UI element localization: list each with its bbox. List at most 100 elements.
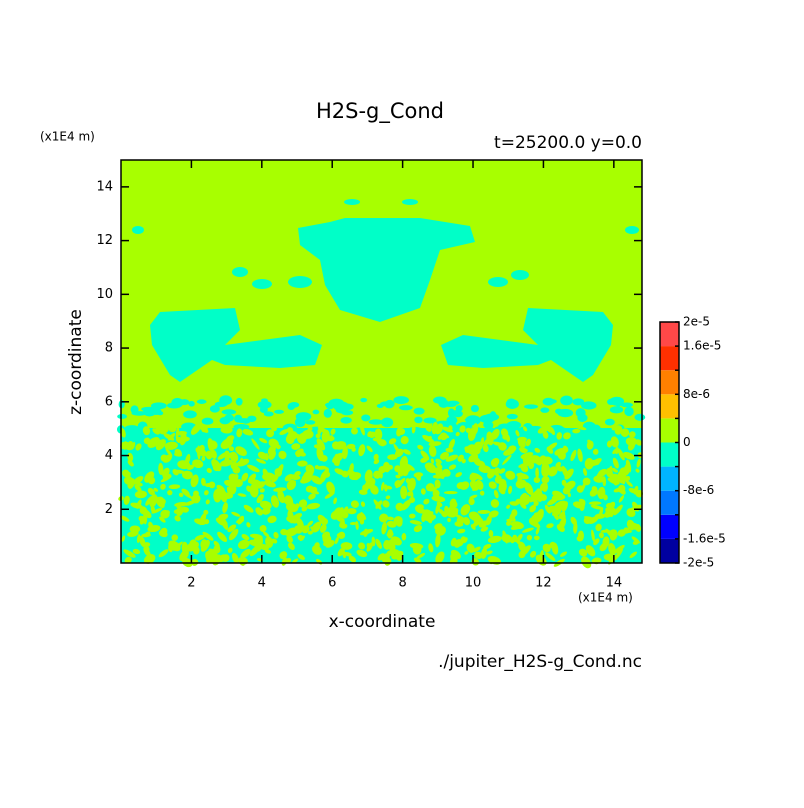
contour-region (401, 499, 412, 511)
contour-region (310, 475, 323, 485)
contour-region (381, 417, 394, 428)
contour-region (346, 443, 356, 450)
contour-region (541, 464, 551, 478)
contour-region (583, 467, 588, 476)
contour-region (286, 479, 297, 491)
contour-region (441, 308, 613, 382)
contour-region (249, 483, 259, 498)
contour-region (247, 464, 260, 473)
contour-region (446, 400, 460, 406)
contour-region (435, 533, 441, 548)
contour-region (547, 497, 558, 506)
contour-region (341, 403, 354, 411)
contour-region (464, 446, 469, 451)
contour-region (525, 438, 531, 447)
contour-region (400, 435, 409, 445)
contour-region (287, 542, 295, 550)
contour-region (120, 441, 130, 450)
contour-region (432, 473, 446, 479)
contour-region (356, 549, 368, 558)
contour-region (221, 409, 237, 415)
contour-region (312, 409, 320, 415)
contour-region (546, 523, 554, 529)
contour-region (287, 510, 294, 523)
contour-region (368, 419, 384, 425)
contour-region (611, 426, 616, 431)
plot-frame (120, 159, 643, 564)
contour-region (367, 431, 373, 438)
contour-region (188, 400, 195, 407)
colorbar-swatch (660, 394, 679, 419)
contour-region (379, 439, 387, 446)
contour-region (614, 548, 623, 560)
contour-region (132, 548, 141, 555)
chart-title: H2S-g_Cond (316, 99, 444, 124)
contour-region (556, 432, 563, 440)
contour-region (165, 448, 173, 457)
contour-region (288, 276, 312, 288)
contour-region (168, 484, 181, 490)
contour-region (360, 397, 368, 403)
colorbar-swatch (660, 370, 679, 395)
contour-region (417, 444, 424, 450)
contour-region (130, 502, 143, 509)
contour-region (485, 517, 492, 525)
contour-region (613, 544, 625, 554)
contour-region (325, 402, 335, 410)
contour-region (457, 528, 466, 534)
contour-region (460, 504, 471, 516)
contour-region (439, 432, 448, 441)
contour-region (517, 480, 524, 487)
contour-region (445, 454, 459, 462)
contour-region (508, 445, 517, 453)
contour-region (488, 510, 499, 518)
contour-region (488, 481, 497, 489)
contour-region (464, 417, 480, 422)
contour-region (440, 451, 449, 460)
contour-region (181, 488, 190, 496)
contour-region (190, 423, 202, 435)
contour-region (121, 535, 126, 542)
contour-region (443, 491, 458, 495)
contour-region (622, 429, 628, 436)
contour-region (237, 539, 250, 550)
contour-region (232, 267, 248, 277)
contour-region (448, 444, 454, 450)
contour-region (134, 490, 147, 499)
contour-region (609, 406, 624, 414)
contour-region (560, 513, 566, 521)
contour-region (279, 429, 289, 435)
contour-region (360, 511, 367, 520)
contour-region (122, 469, 130, 478)
contour-region (346, 508, 357, 515)
contour-region (222, 502, 228, 514)
contour-region (423, 498, 430, 505)
contour-region (479, 414, 495, 424)
contour-region (529, 550, 537, 558)
contour-region (274, 468, 283, 477)
contour-region (414, 504, 424, 512)
contour-region (257, 400, 272, 409)
y-tick-label: 2 (105, 502, 113, 517)
axes: 2 4 6 8 10 12 14 2 4 6 8 10 12 14 -2e-5 -1.6e-5 -8e-6 0 8e… (96, 159, 726, 591)
contour-region (602, 536, 610, 548)
contour-region (298, 499, 308, 508)
contour-region (366, 542, 374, 552)
contour-region (447, 408, 455, 418)
contour-region (329, 435, 334, 442)
contour-region (217, 531, 228, 543)
contour-region (201, 417, 214, 425)
contour-region (523, 452, 531, 466)
contour-region (516, 539, 521, 545)
contour-region (257, 536, 263, 550)
contour-region (174, 515, 181, 522)
contour-region (577, 448, 583, 462)
colorbar-swatch (660, 346, 679, 371)
contour-region (448, 425, 453, 431)
contour-region (323, 408, 332, 418)
contour-region (605, 502, 614, 509)
contour-region (617, 448, 625, 461)
contour-region (200, 539, 210, 552)
contour-region (423, 417, 437, 424)
contour-region (178, 492, 184, 498)
